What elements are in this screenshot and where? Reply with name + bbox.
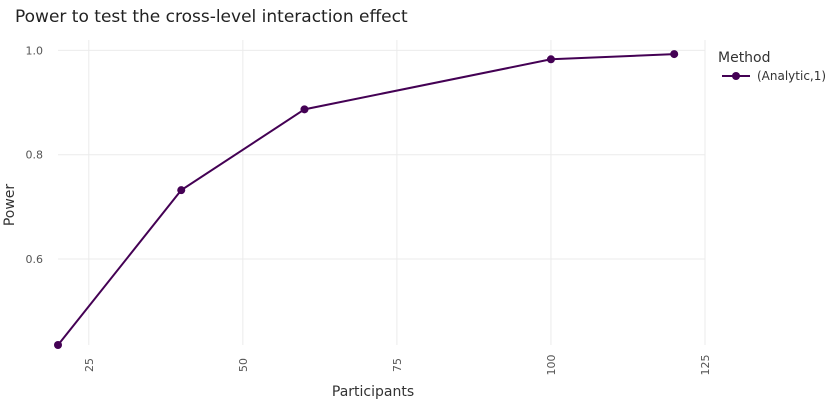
chart-title: Power to test the cross-level interactio… bbox=[15, 7, 408, 27]
series-group bbox=[54, 50, 679, 349]
data-point[interactable] bbox=[670, 50, 679, 59]
x-axis-title: Participants bbox=[332, 384, 414, 400]
data-point[interactable] bbox=[546, 55, 555, 64]
legend-entry-analytic[interactable]: (Analytic,1) bbox=[757, 69, 826, 83]
x-tick-label: 25 bbox=[83, 358, 96, 372]
data-point[interactable] bbox=[177, 186, 186, 195]
y-axis-title: Power bbox=[2, 184, 18, 227]
x-tick-label: 75 bbox=[391, 358, 404, 372]
x-tick-label: 100 bbox=[545, 355, 558, 376]
legend[interactable]: Method (Analytic,1) bbox=[718, 50, 826, 83]
x-tick-labels: 25 50 75 100 125 bbox=[83, 355, 712, 376]
x-tick-label: 125 bbox=[699, 355, 712, 376]
series-line bbox=[57, 53, 675, 346]
legend-swatch-marker bbox=[732, 72, 740, 80]
x-tick-label: 50 bbox=[237, 358, 250, 372]
y-tick-label: 1.0 bbox=[26, 44, 44, 57]
data-point[interactable] bbox=[300, 105, 309, 114]
legend-title: Method bbox=[718, 50, 771, 66]
y-tick-label: 0.6 bbox=[26, 253, 44, 266]
data-point[interactable] bbox=[54, 341, 62, 349]
y-tick-label: 0.8 bbox=[26, 149, 44, 162]
grid-lines bbox=[58, 40, 706, 345]
y-tick-labels: 0.6 0.8 1.0 bbox=[26, 44, 44, 266]
